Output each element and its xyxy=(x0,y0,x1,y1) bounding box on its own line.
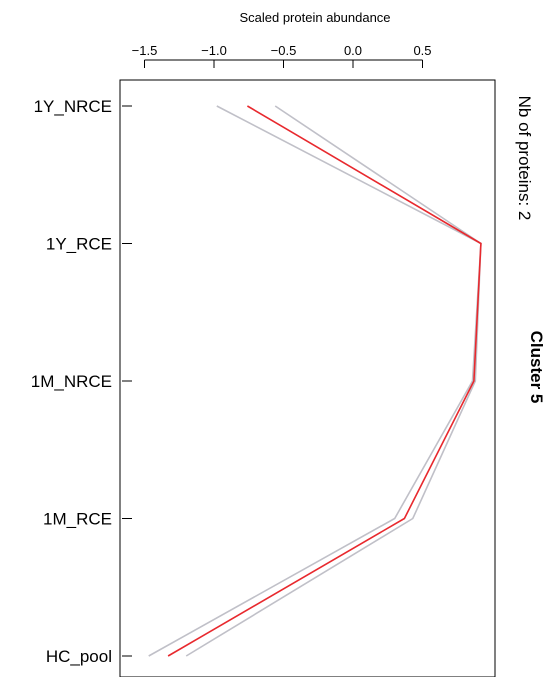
y-tick-label: 1M_NRCE xyxy=(31,372,112,391)
protein-count-label: Nb of proteins: 2 xyxy=(515,96,534,221)
series-layer xyxy=(148,105,482,657)
plot-frame xyxy=(119,79,496,677)
x-tick-label: −0.5 xyxy=(271,43,297,58)
y-tick-label: HC_pool xyxy=(46,647,112,666)
x-axis: −1.5 −1.0 −0.5 0.0 0.5 xyxy=(132,43,432,68)
cluster-mean-line xyxy=(167,105,482,657)
x-tick-label: 0.5 xyxy=(413,43,431,58)
protein-line xyxy=(185,105,482,657)
y-tick-label: 1Y_NRCE xyxy=(34,97,112,116)
y-tick-label: 1M_RCE xyxy=(43,510,112,529)
x-axis-label: Scaled protein abundance xyxy=(239,10,390,25)
protein-line xyxy=(148,105,482,657)
y-tick-label: 1Y_RCE xyxy=(46,235,112,254)
x-tick-label: 0.0 xyxy=(344,43,362,58)
x-tick-label: −1.0 xyxy=(201,43,227,58)
x-tick-label: −1.5 xyxy=(132,43,158,58)
y-axis: 1Y_NRCE 1Y_RCE 1M_NRCE 1M_RCE HC_pool xyxy=(31,97,132,666)
cluster-label: Cluster 5 xyxy=(527,331,546,404)
